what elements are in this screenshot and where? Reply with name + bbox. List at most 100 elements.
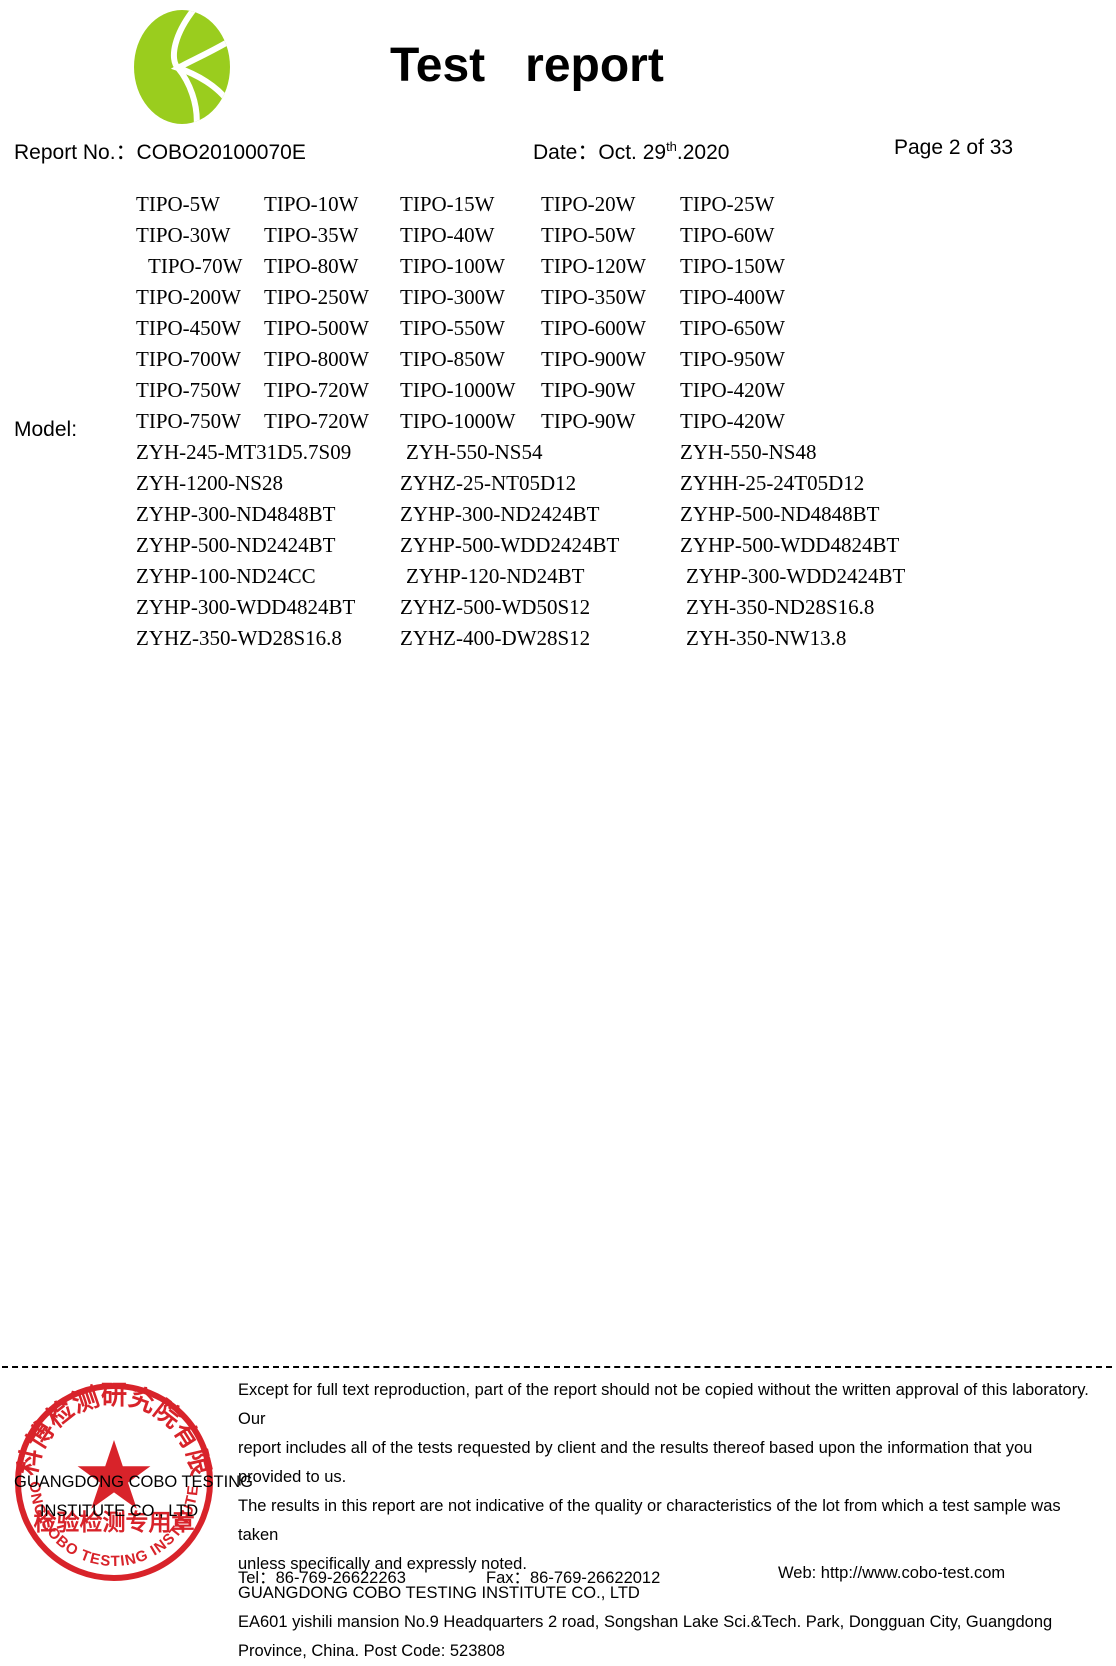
model-cell: TIPO-30W <box>136 223 231 247</box>
stamp-overlay-text: GUANGDONG COBO TESTING INSTITUTE CO., LT… <box>14 1468 253 1526</box>
model-row: TIPO-30W TIPO-35W TIPO-40W TIPO-50W TIPO… <box>0 223 1116 254</box>
report-date-label: Date： <box>533 141 599 164</box>
model-row: TIPO-750W TIPO-720W TIPO-1000W TIPO-90W … <box>0 378 1116 409</box>
disclaimer-line: The results in this report are not indic… <box>238 1497 1066 1544</box>
model-cell: TIPO-550W <box>400 316 505 340</box>
model-cell: TIPO-100W <box>400 254 505 278</box>
model-cell: ZYHZ-25-NT05D12 <box>400 471 577 495</box>
report-date-value: Oct. 29 <box>598 141 667 164</box>
page-header: Test report <box>0 0 1116 130</box>
model-cell: ZYHP-500-ND2424BT <box>136 533 336 557</box>
model-cell: ZYHP-300-ND4848BT <box>136 502 336 526</box>
model-cell: ZYHH-25-24T05D12 <box>680 471 865 495</box>
model-cell: TIPO-35W <box>264 223 359 247</box>
model-cell: ZYHP-500-ND4848BT <box>680 502 880 526</box>
model-cell: TIPO-10W <box>264 192 359 216</box>
model-cell: TIPO-15W <box>400 192 495 216</box>
report-date: Date：Oct. 29th.2020 <box>533 136 729 166</box>
model-list: TIPO-5W TIPO-10W TIPO-15W TIPO-20W TIPO-… <box>0 192 1116 657</box>
model-cell: TIPO-800W <box>264 347 369 371</box>
stamp-overlay-line-1: GUANGDONG COBO TESTING <box>14 1473 253 1491</box>
disclaimer-line: report includes all of the tests request… <box>238 1439 1037 1486</box>
model-cell: TIPO-750W <box>136 378 241 402</box>
model-cell: TIPO-720W <box>264 378 369 402</box>
model-cell: TIPO-850W <box>400 347 505 371</box>
model-cell: TIPO-1000W <box>400 409 516 433</box>
model-cell: ZYH-350-NW13.8 <box>686 626 847 650</box>
official-red-seal-icon: 广东科博检测研究院有限公司 GUANGDONG COBO TESTING INS… <box>10 1378 218 1586</box>
page-number: Page 2 of 33 <box>894 136 1014 159</box>
model-cell: TIPO-600W <box>541 316 646 340</box>
model-cell: TIPO-60W <box>680 223 775 247</box>
model-cell: ZYH-550-NS48 <box>680 440 817 464</box>
model-cell: TIPO-40W <box>400 223 495 247</box>
website-link[interactable]: Web: http://www.cobo-test.com <box>778 1564 1006 1582</box>
model-cell: TIPO-25W <box>680 192 775 216</box>
model-row: ZYHZ-350-WD28S16.8 ZYHZ-400-DW28S12 ZYH-… <box>0 626 1116 657</box>
model-cell: ZYH-350-ND28S16.8 <box>686 595 875 619</box>
model-cell: ZYHZ-500-WD50S12 <box>400 595 591 619</box>
model-row: ZYH-1200-NS28 ZYHZ-25-NT05D12 ZYHH-25-24… <box>0 471 1116 502</box>
model-row: TIPO-200W TIPO-250W TIPO-300W TIPO-350W … <box>0 285 1116 316</box>
telephone: Tel：86-769-26622263 <box>238 1569 406 1587</box>
report-number-value: COBO20100070E <box>136 141 306 164</box>
model-cell: TIPO-150W <box>680 254 785 278</box>
model-cell: ZYHP-300-ND2424BT <box>400 502 600 526</box>
page-title: Test report <box>390 39 664 92</box>
model-cell: ZYH-550-NS54 <box>406 440 543 464</box>
company-address-line-2: Province, China. Post Code: 523808 <box>238 1642 505 1660</box>
model-row: ZYHP-300-ND4848BT ZYHP-300-ND2424BT ZYHP… <box>0 502 1116 533</box>
model-cell: TIPO-50W <box>541 223 636 247</box>
model-cell: TIPO-80W <box>264 254 359 278</box>
model-cell: TIPO-720W <box>264 409 369 433</box>
svg-text:检验检测专用章: 检验检测专用章 <box>34 1509 195 1536</box>
report-meta-row: Report No.：COBO20100070E Date：Oct. 29th.… <box>0 136 1116 168</box>
model-cell: TIPO-120W <box>541 254 646 278</box>
disclaimer-line: unless specifically and expressly noted. <box>238 1555 527 1573</box>
model-cell: TIPO-20W <box>541 192 636 216</box>
model-cell: TIPO-500W <box>264 316 369 340</box>
model-cell: TIPO-750W <box>136 409 241 433</box>
footer-disclaimer: Except for full text reproduction, part … <box>238 1376 1094 1666</box>
model-cell: TIPO-900W <box>541 347 646 371</box>
model-row: ZYHP-300-WDD4824BT ZYHZ-500-WD50S12 ZYH-… <box>0 595 1116 626</box>
model-cell: TIPO-1000W <box>400 378 516 402</box>
model-row: TIPO-5W TIPO-10W TIPO-15W TIPO-20W TIPO-… <box>0 192 1116 223</box>
model-cell: ZYH-1200-NS28 <box>136 471 283 495</box>
model-cell: TIPO-300W <box>400 285 505 309</box>
model-cell: ZYHP-500-WDD2424BT <box>400 533 620 557</box>
disclaimer-line: Except for full text reproduction, part … <box>238 1381 1094 1428</box>
model-cell: ZYHP-500-WDD4824BT <box>680 533 900 557</box>
model-row: TIPO-70W TIPO-80W TIPO-100W TIPO-120W TI… <box>0 254 1116 285</box>
model-cell: ZYHP-300-WDD4824BT <box>136 595 356 619</box>
model-row: TIPO-450W TIPO-500W TIPO-550W TIPO-600W … <box>0 316 1116 347</box>
company-address-line-1: EA601 yishili mansion No.9 Headquarters … <box>238 1613 1053 1631</box>
model-cell: TIPO-450W <box>136 316 241 340</box>
company-name: GUANGDONG COBO TESTING INSTITUTE CO., LT… <box>238 1584 640 1602</box>
report-date-year: .2020 <box>676 141 730 164</box>
model-cell: TIPO-5W <box>136 192 220 216</box>
footer-contact-row: Tel：86-769-26622263 Fax：86-769-26622012 … <box>238 1564 1108 1590</box>
cobo-leaf-logo-icon <box>126 8 238 126</box>
model-cell: ZYHZ-350-WD28S16.8 <box>136 626 342 650</box>
model-cell: TIPO-420W <box>680 409 785 433</box>
report-date-ordinal-suffix: th <box>666 139 677 154</box>
footer-divider <box>2 1366 1112 1368</box>
fax-number: Fax：86-769-26622012 <box>486 1569 661 1587</box>
model-cell: ZYHZ-400-DW28S12 <box>400 626 591 650</box>
model-cell: TIPO-200W <box>136 285 241 309</box>
stamp-overlay-line-2: INSTITUTE CO., LTD <box>39 1502 199 1520</box>
model-cell: ZYH-245-MT31D5.7S09 <box>136 440 352 464</box>
model-cell: TIPO-950W <box>680 347 785 371</box>
report-number: Report No.：COBO20100070E <box>14 136 306 166</box>
model-row: ZYH-245-MT31D5.7S09 ZYH-550-NS54 ZYH-550… <box>0 440 1116 471</box>
model-cell: TIPO-350W <box>541 285 646 309</box>
model-cell: TIPO-90W <box>541 409 636 433</box>
model-row: TIPO-700W TIPO-800W TIPO-850W TIPO-900W … <box>0 347 1116 378</box>
report-number-label: Report No.： <box>14 141 137 164</box>
model-cell: ZYHP-300-WDD2424BT <box>686 564 906 588</box>
model-cell: ZYHP-100-ND24CC <box>136 564 316 588</box>
model-cell: TIPO-700W <box>136 347 241 371</box>
model-cell: ZYHP-120-ND24BT <box>406 564 585 588</box>
model-cell: TIPO-70W <box>148 254 243 278</box>
